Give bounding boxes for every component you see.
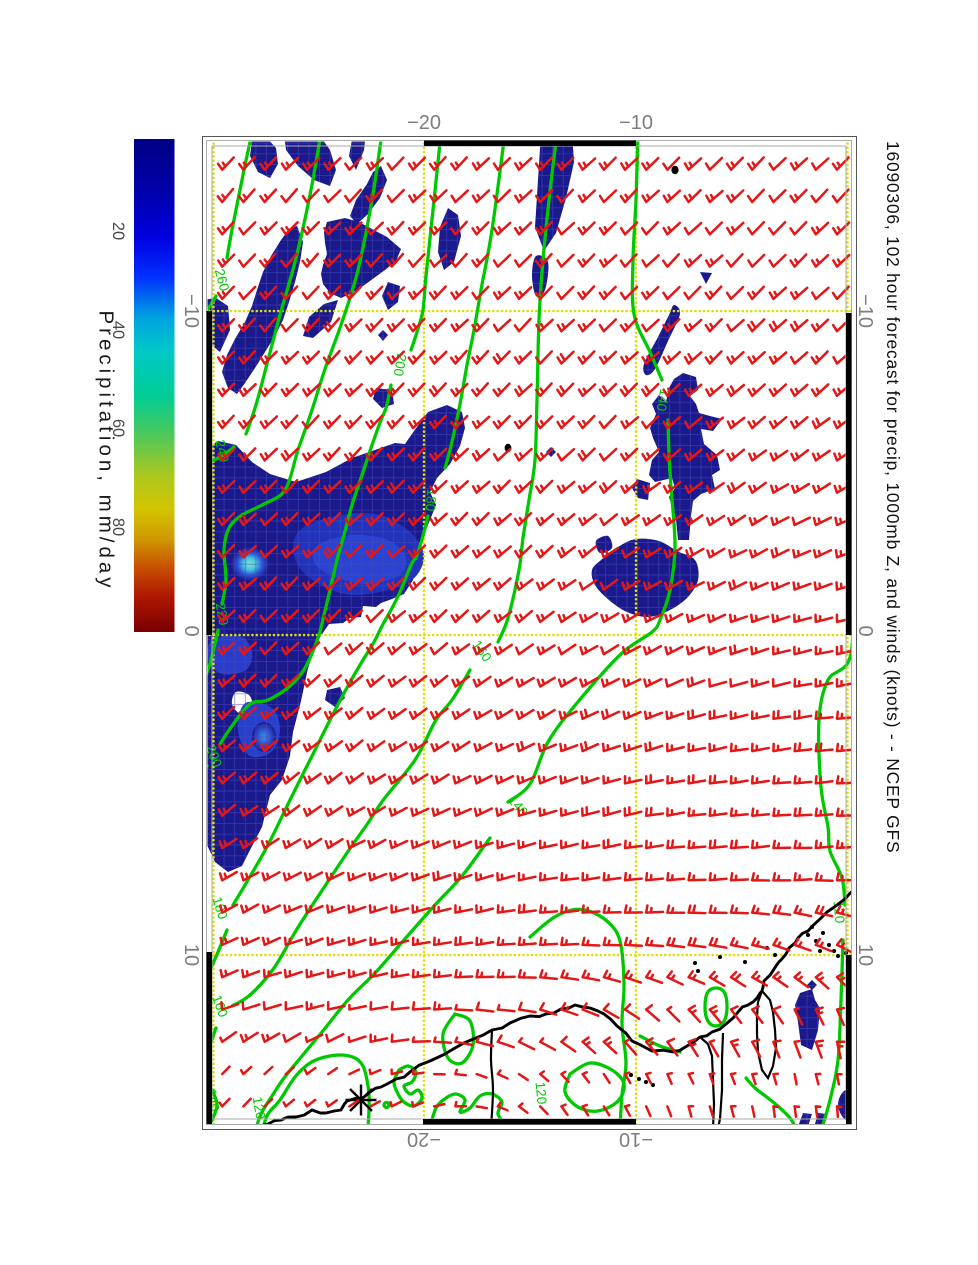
svg-text:−20: −20 — [407, 112, 441, 134]
svg-text:Precipitation, mm/day: Precipitation, mm/day — [95, 310, 118, 591]
svg-text:0: 0 — [180, 625, 202, 636]
svg-text:−10: −10 — [619, 112, 653, 134]
svg-text:−10: −10 — [180, 294, 202, 328]
svg-text:−10: −10 — [619, 1128, 653, 1150]
svg-text:60: 60 — [109, 419, 127, 437]
svg-text:20: 20 — [109, 222, 127, 240]
svg-text:80: 80 — [109, 518, 127, 536]
svg-text:0: 0 — [854, 625, 876, 636]
svg-text:−20: −20 — [407, 1128, 441, 1150]
svg-text:260: 260 — [212, 267, 232, 293]
svg-text:120: 120 — [250, 1096, 269, 1121]
svg-text:10: 10 — [180, 944, 202, 966]
svg-text:120: 120 — [533, 1081, 550, 1105]
svg-text:10: 10 — [854, 944, 876, 966]
svg-text:−10: −10 — [854, 294, 876, 328]
svg-text:40: 40 — [109, 321, 127, 339]
svg-text:180: 180 — [423, 488, 440, 512]
svg-text:16090306, 102 hour forecast fo: 16090306, 102 hour forecast for precip, … — [883, 141, 903, 853]
svg-text:160: 160 — [209, 993, 231, 1019]
